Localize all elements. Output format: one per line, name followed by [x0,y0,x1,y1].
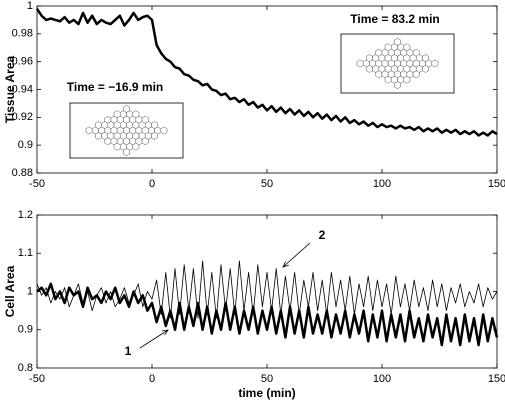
arrow [139,330,168,349]
y-tick-label: 0.88 [12,167,33,179]
x-tick-label: 150 [488,178,505,190]
x-tick-label: 100 [373,178,391,190]
cell-hexagon [384,75,392,84]
series-label: 2 [319,228,326,242]
cell-hexagon [431,59,439,68]
x-tick-label: 150 [488,373,505,385]
x-tick-label: 50 [261,178,273,190]
x-tick-label: -50 [29,178,45,190]
y-tick-label: 1 [27,285,33,297]
cell-hexagon [366,65,373,73]
y-tick-label: 1.1 [18,247,33,259]
cell-hexagon [113,142,121,151]
data-line [36,282,499,347]
cell-hexagon [151,132,158,140]
y-tick-label: 0.98 [12,28,33,40]
cell-hexagon [412,70,420,79]
y-tick-label: 1 [27,0,33,12]
x-tick-label: 0 [149,373,155,385]
cell-hexagon [356,59,364,68]
y-axis-label: Tissue Area [3,55,17,123]
y-tick-label: 0.96 [12,56,33,68]
annotation: Time = −16.9 min [67,80,164,94]
series-label: 1 [125,344,132,358]
annotation: Time = 83.2 min [350,12,440,26]
cell-hexagon [132,142,140,151]
cell-hexagon [141,137,149,146]
x-tick-label: -50 [29,373,45,385]
axes-frame [36,214,498,369]
x-tick-label: 100 [373,373,391,385]
x-axis-label: time (min) [238,386,295,400]
data-line [36,260,498,319]
y-tick-label: 0.9 [18,139,33,151]
y-tick-label: 0.94 [12,83,33,95]
y-tick-label: 1.2 [18,209,33,221]
cell-hexagon [123,148,130,156]
x-tick-label: 0 [149,178,155,190]
cell-hexagon [375,70,383,79]
y-tick-label: 0.9 [18,324,33,336]
cell-hexagon [160,126,168,135]
cell-hexagon [95,132,102,140]
data-line [35,8,498,137]
cell-hexagon [403,75,411,84]
x-tick-label: 50 [261,373,273,385]
y-tick-label: 0.8 [18,362,33,374]
y-tick-label: 0.92 [12,111,33,123]
cell-hexagon [394,81,401,89]
axes-frame [36,5,498,174]
y-axis-label: Cell Area [3,265,17,317]
cell-hexagon [85,126,93,135]
arrow [283,242,311,267]
cell-hexagon [422,65,429,73]
cell-hexagon [104,137,112,146]
